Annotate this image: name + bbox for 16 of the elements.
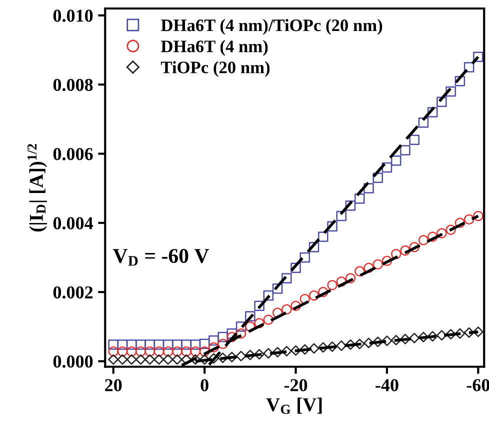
x-tick-label: 20: [105, 379, 122, 392]
y-tick-label: 0.000: [53, 355, 93, 368]
legend-label: DHa6T (4 nm)/TiOPc (20 nm): [160, 19, 382, 35]
x-tick-label: -40: [376, 379, 398, 392]
legend-label: TiOPc (20 nm): [160, 61, 270, 77]
y-axis-title: (|I$_{D}$| [A])$^{1/2}$: [28, 144, 47, 232]
y-tick-label: 0.010: [53, 10, 93, 22]
annotation: V$_{D}$ = -60 V: [112, 248, 210, 266]
y-tick-label: 0.008: [53, 78, 93, 92]
x-tick-label: -20: [284, 379, 308, 392]
y-tick-label: 0.002: [53, 286, 93, 299]
x-axis-title: V$_{G}$ [V]: [266, 398, 322, 414]
y-tick-label: 0.006: [53, 148, 93, 160]
x-tick-label: 0: [200, 379, 208, 392]
legend-label: DHa6T (4 nm): [160, 40, 268, 56]
y-tick-label: 0.004: [53, 217, 93, 230]
